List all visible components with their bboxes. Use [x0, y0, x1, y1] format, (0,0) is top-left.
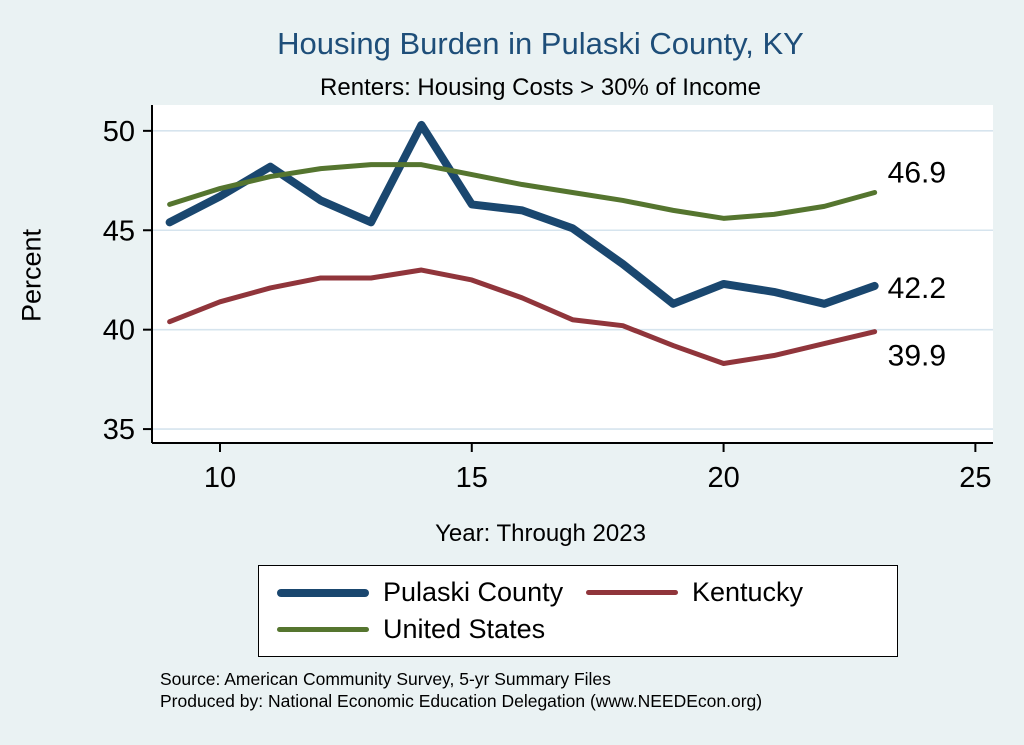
svg-text:35: 35: [103, 414, 135, 446]
source-note: Source: American Community Survey, 5-yr …: [160, 668, 960, 713]
y-axis-label: Percent: [16, 228, 47, 323]
kentucky-line-swatch: [586, 590, 678, 595]
chart-legend: Pulaski County Kentucky United States: [258, 565, 898, 657]
united-states-line-swatch: [277, 627, 369, 632]
chart-subtitle: Renters: Housing Costs > 30% of Income: [320, 74, 761, 101]
source-line-2: Produced by: National Economic Education…: [160, 691, 763, 712]
svg-text:40: 40: [103, 315, 135, 347]
svg-text:15: 15: [456, 462, 488, 494]
line-chart-plot: 35 40 45 50 10 15 20 25 42.2 39.9 46.9: [103, 105, 993, 494]
svg-text:20: 20: [707, 462, 739, 494]
svg-text:45: 45: [103, 215, 135, 247]
svg-text:50: 50: [103, 116, 135, 148]
legend-item-kentucky: Kentucky: [578, 577, 887, 608]
legend-label: United States: [383, 614, 546, 644]
pulaski-county-line-swatch: [277, 588, 369, 597]
svg-text:42.2: 42.2: [888, 272, 946, 305]
svg-text:10: 10: [204, 462, 236, 494]
svg-text:39.9: 39.9: [888, 340, 946, 373]
legend-item-pulaski-county: Pulaski County: [269, 577, 578, 608]
source-line-1: Source: American Community Survey, 5-yr …: [160, 669, 611, 689]
svg-text:46.9: 46.9: [888, 156, 946, 189]
legend-label: Pulaski County: [383, 577, 564, 607]
legend-label: Kentucky: [692, 577, 804, 607]
legend-item-united-states: United States: [269, 614, 578, 645]
chart-title: Housing Burden in Pulaski County, KY: [277, 26, 804, 61]
svg-text:25: 25: [959, 462, 991, 494]
x-axis-label: Year: Through 2023: [435, 520, 646, 547]
